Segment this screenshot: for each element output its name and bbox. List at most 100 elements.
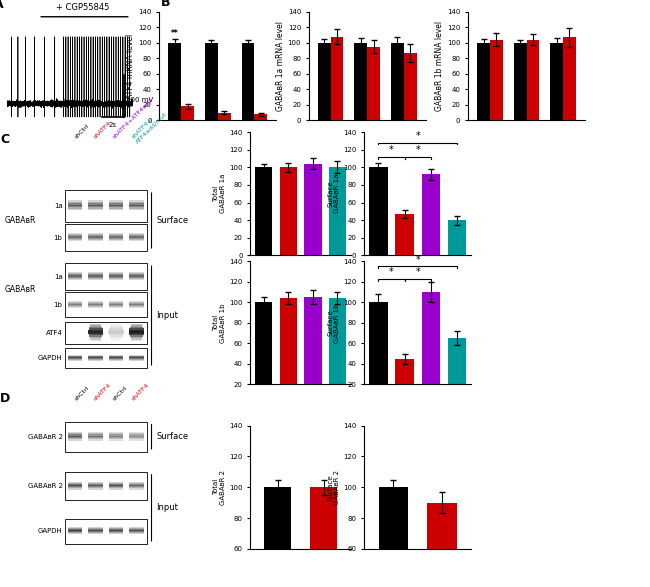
Bar [88, 241, 103, 242]
Bar [129, 233, 144, 234]
Bar [88, 484, 103, 485]
Text: 1b: 1b [54, 302, 62, 308]
Text: 1a: 1a [54, 274, 62, 279]
Bar [110, 327, 122, 328]
Bar [88, 275, 103, 276]
Bar [129, 486, 144, 487]
Bar [477, 43, 490, 120]
Bar [88, 233, 103, 234]
Bar [88, 210, 103, 211]
Bar [109, 488, 124, 490]
Bar [109, 303, 124, 305]
Text: 1b: 1b [54, 235, 62, 241]
Bar [68, 490, 83, 491]
Bar [129, 438, 144, 439]
Y-axis label: Surface
GABAʙR 1a: Surface GABAʙR 1a [327, 174, 340, 214]
Bar [369, 302, 387, 405]
Bar [129, 274, 144, 275]
Y-axis label: Surface
GABAʙR 1b: Surface GABAʙR 1b [327, 303, 340, 343]
Bar [109, 235, 124, 237]
Bar [379, 487, 408, 587]
Bar [130, 335, 143, 337]
Bar [88, 203, 103, 204]
Bar [490, 40, 502, 120]
Bar [168, 43, 181, 120]
Bar [109, 301, 124, 302]
Bar [255, 302, 272, 405]
Bar [129, 234, 144, 235]
Bar [109, 532, 124, 534]
Bar [68, 483, 83, 484]
Bar [88, 305, 103, 306]
Y-axis label: Total
GABAʙR 2: Total GABAʙR 2 [213, 470, 226, 505]
Bar [88, 488, 103, 490]
Bar [88, 280, 103, 281]
Bar [129, 357, 144, 358]
Bar [129, 484, 144, 485]
Bar [280, 167, 297, 255]
Bar [88, 237, 103, 238]
Bar [88, 436, 103, 437]
Bar [109, 328, 123, 330]
Bar [68, 359, 83, 360]
Bar [129, 308, 144, 309]
Bar [109, 432, 124, 433]
Bar [329, 167, 346, 255]
Bar [205, 43, 218, 120]
Bar [88, 306, 103, 308]
Bar [88, 483, 103, 484]
Bar [68, 358, 83, 359]
Bar [109, 207, 124, 208]
Text: ATF4: ATF4 [46, 329, 62, 336]
Bar [109, 239, 124, 240]
Bar [89, 327, 102, 328]
Bar [88, 206, 103, 207]
Bar [218, 113, 231, 120]
Bar [129, 488, 144, 490]
Bar [88, 333, 103, 334]
Bar [68, 436, 83, 437]
Bar [90, 337, 101, 338]
Bar [68, 487, 83, 488]
Bar [129, 528, 144, 529]
Bar [395, 214, 413, 255]
Bar [131, 337, 142, 338]
Bar [65, 421, 147, 452]
Bar [109, 527, 124, 528]
Bar [129, 441, 144, 442]
Bar [304, 164, 322, 255]
Text: shATF4+ATF4add: shATF4+ATF4add [112, 97, 154, 140]
Bar [129, 237, 144, 238]
Bar [88, 240, 103, 241]
Bar [88, 328, 103, 330]
Bar [88, 204, 103, 206]
Bar [68, 234, 83, 235]
Bar [304, 297, 322, 405]
Bar [68, 530, 83, 531]
Bar [88, 359, 103, 360]
Bar [111, 340, 121, 341]
Bar [109, 280, 124, 281]
Bar [129, 210, 144, 211]
Text: GABAʙR 2: GABAʙR 2 [27, 434, 62, 440]
Bar [514, 43, 526, 120]
Bar [109, 355, 124, 356]
Bar [129, 434, 144, 436]
Bar [68, 532, 83, 534]
Bar [109, 238, 124, 239]
Bar [264, 487, 291, 587]
Bar [109, 206, 124, 207]
Bar [109, 438, 124, 439]
Bar [129, 273, 144, 274]
Bar [109, 530, 124, 531]
Bar [68, 481, 83, 483]
Bar [88, 357, 103, 358]
Bar [88, 235, 103, 237]
Bar [129, 437, 144, 438]
Text: + CGP55845: + CGP55845 [56, 3, 109, 12]
Bar [395, 359, 413, 405]
Bar [131, 325, 142, 327]
Bar [88, 434, 103, 436]
Bar [129, 334, 144, 335]
Bar [129, 530, 144, 531]
